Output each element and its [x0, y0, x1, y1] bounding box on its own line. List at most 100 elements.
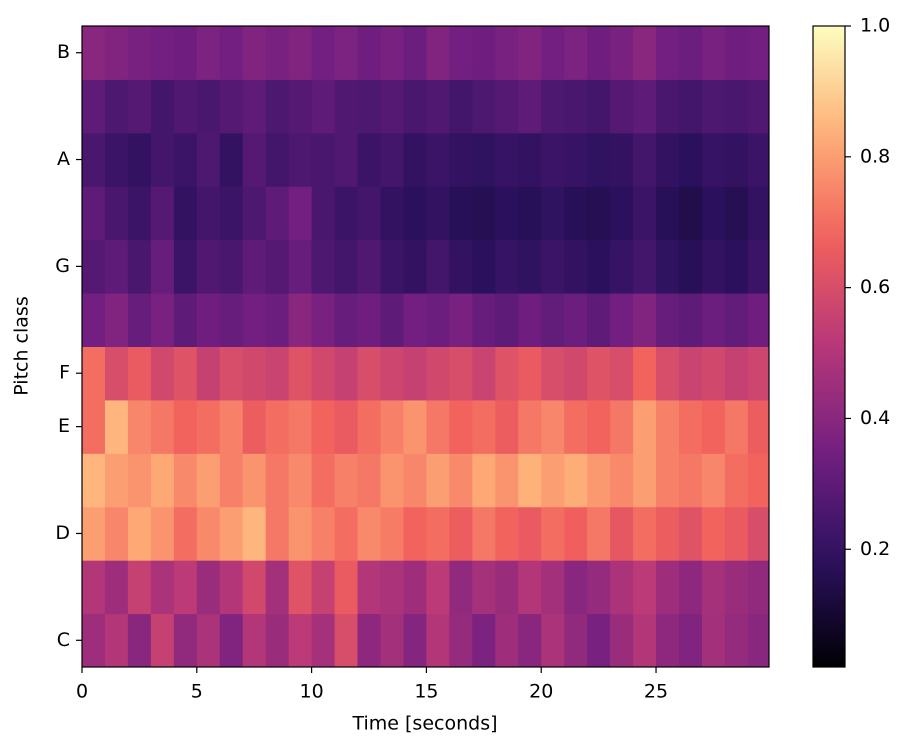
heatmap-cell [127, 79, 152, 134]
heatmap-cell [564, 613, 588, 668]
heatmap-cell [426, 239, 450, 294]
heatmap-cell [633, 399, 657, 454]
colorbar-tick-label: 0.4 [860, 407, 890, 429]
heatmap-cell [311, 346, 336, 401]
heatmap-cell [173, 293, 198, 347]
x-tick-label: 15 [414, 681, 438, 703]
heatmap-cell [541, 506, 565, 561]
heatmap-cell [196, 132, 221, 187]
heatmap-cell [311, 132, 336, 187]
heatmap-cell [288, 186, 313, 241]
heatmap-cell [656, 560, 680, 615]
heatmap-cell [610, 560, 634, 615]
heatmap-cell [495, 560, 519, 615]
heatmap-cell [219, 506, 244, 561]
heatmap-cell [724, 132, 749, 187]
heatmap-cell [724, 346, 749, 401]
heatmap-cell [357, 239, 381, 294]
heatmap-cell [449, 453, 473, 508]
heatmap-cell [747, 132, 770, 187]
heatmap-cell [495, 453, 519, 508]
heatmap-cell [403, 613, 427, 668]
heatmap-cell [334, 560, 359, 615]
y-tick-label: C [57, 629, 70, 651]
heatmap-cell [495, 79, 519, 134]
heatmap-cell [656, 346, 680, 401]
heatmap-cell [242, 346, 267, 401]
heatmap-cell [82, 26, 106, 80]
heatmap-cell [747, 399, 770, 454]
heatmap-cell [242, 506, 267, 561]
heatmap-cell [633, 613, 657, 668]
heatmap-cell [380, 26, 404, 80]
heatmap-cell [265, 613, 290, 668]
heatmap-cell [610, 293, 634, 347]
heatmap-cell [495, 613, 519, 668]
heatmap-cell [334, 346, 359, 401]
heatmap-cell [678, 506, 703, 561]
heatmap-cell [82, 239, 106, 294]
heatmap-cell [472, 560, 496, 615]
heatmap-cell [633, 26, 657, 80]
heatmap-cell [380, 79, 404, 134]
heatmap-cell [334, 132, 359, 187]
heatmap-cell [219, 132, 244, 187]
heatmap-cell [564, 399, 588, 454]
heatmap-cell [288, 346, 313, 401]
heatmap-cell [564, 186, 588, 241]
heatmap-cell [82, 186, 106, 241]
x-axis-label: Time [seconds] [351, 713, 497, 735]
heatmap-cell [104, 613, 129, 668]
heatmap-cell [288, 560, 313, 615]
heatmap-cell [678, 132, 703, 187]
heatmap-cell [633, 79, 657, 134]
heatmap-cell [564, 239, 588, 294]
heatmap-cell [82, 613, 106, 668]
heatmap-cell [426, 186, 450, 241]
heatmap-cell [449, 239, 473, 294]
heatmap-cell [426, 293, 450, 347]
heatmap-cell [242, 453, 267, 508]
heatmap-cell [104, 453, 129, 508]
heatmap-cell [357, 346, 381, 401]
heatmap-cell [403, 399, 427, 454]
heatmap-cell [334, 79, 359, 134]
heatmap-cell [701, 132, 726, 187]
heatmap-cell [334, 399, 359, 454]
heatmap-cell [610, 506, 634, 561]
heatmap-cell [403, 26, 427, 80]
heatmap-cell [724, 399, 749, 454]
heatmap-cell [587, 239, 611, 294]
heatmap-cell [173, 239, 198, 294]
heatmap-cell [564, 293, 588, 347]
heatmap-cell [724, 79, 749, 134]
heatmap-cell [495, 132, 519, 187]
heatmap-cell [701, 560, 726, 615]
heatmap-cell [196, 613, 221, 668]
heatmap-cell [265, 239, 290, 294]
heatmap-cell [150, 293, 175, 347]
heatmap-cell [541, 132, 565, 187]
heatmap-cell [127, 346, 152, 401]
heatmap-cell [541, 560, 565, 615]
heatmap-cell [334, 453, 359, 508]
heatmap-cell [242, 79, 267, 134]
heatmap-cell [587, 613, 611, 668]
x-tick-label: 20 [529, 681, 553, 703]
heatmap-cell [403, 560, 427, 615]
heatmap-cell [334, 613, 359, 668]
heatmap-cell [678, 399, 703, 454]
heatmap-cell [472, 453, 496, 508]
heatmap-cell [541, 186, 565, 241]
heatmap-cell [541, 293, 565, 347]
heatmap-cell [678, 613, 703, 668]
heatmap-cell [518, 560, 542, 615]
heatmap-cell [288, 399, 313, 454]
heatmap-cell [311, 293, 336, 347]
heatmap-cell [449, 560, 473, 615]
heatmap-cell [173, 26, 198, 80]
heatmap-cell [288, 132, 313, 187]
heatmap-cell [495, 346, 519, 401]
heatmap-cell [150, 79, 175, 134]
y-tick-label: B [57, 41, 70, 63]
